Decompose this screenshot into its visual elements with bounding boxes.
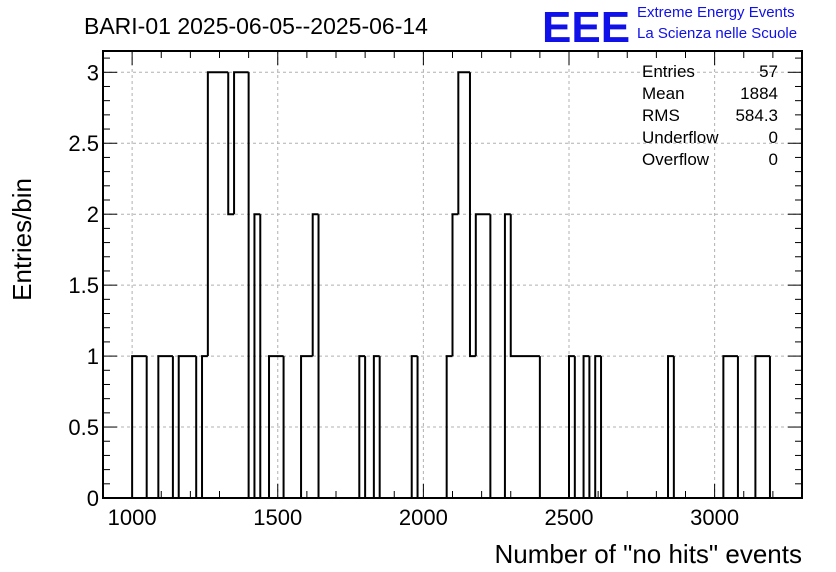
histogram-bin [474, 213, 491, 357]
x-tick-label: 2500 [545, 505, 594, 530]
histogram-bin [300, 355, 313, 498]
histogram-bin [722, 355, 738, 498]
stats-mean-label: Mean [642, 84, 685, 103]
eee-logo: EEE Extreme Energy Events La Scienza nel… [542, 3, 797, 52]
histogram-bin [177, 355, 197, 498]
stats-rms-value: 584.3 [735, 106, 778, 125]
y-tick-label: 3 [87, 60, 99, 85]
stats-underflow-label: Underflow [642, 128, 719, 147]
histogram-bin [372, 355, 380, 498]
logo-line-1: Extreme Energy Events [637, 4, 795, 21]
stats-entries-label: Entries [642, 62, 695, 81]
histogram-bin [311, 213, 319, 357]
histogram-bin [582, 355, 590, 498]
stats-underflow-value: 0 [769, 128, 778, 147]
chart-title: BARI-01 2025-06-05--2025-06-14 [84, 13, 428, 39]
histogram-bin [489, 214, 505, 499]
stats-rms-label: RMS [642, 106, 680, 125]
histogram-bin [445, 355, 453, 498]
stats-box: Entries 57 Mean 1884 RMS 584.3 Underflow… [642, 62, 778, 169]
histogram-bin [568, 355, 575, 498]
histogram-bin [594, 355, 602, 498]
histogram-bin [201, 355, 208, 498]
y-tick-label: 1 [87, 344, 99, 369]
y-tick-label: 2 [87, 202, 99, 227]
axes: 1000 1500 2000 2500 3000 0 0.5 1 1.5 2 2.5 3 [68, 51, 803, 530]
logo-line-2: La Scienza nelle Scuole [637, 25, 797, 42]
histogram-bin [268, 355, 284, 498]
stats-mean-value: 1884 [740, 84, 778, 103]
plot-frame [102, 50, 803, 499]
histogram-bin [457, 71, 470, 215]
x-tick-label: 2000 [399, 505, 448, 530]
y-tick-label: 0.5 [68, 415, 99, 440]
histogram-bin [233, 71, 249, 215]
histogram-bin [754, 355, 770, 498]
x-tick-label: 3000 [690, 505, 739, 530]
x-tick-label: 1500 [253, 505, 302, 530]
y-tick-label: 2.5 [68, 131, 99, 156]
y-tick-label: 1.5 [68, 273, 99, 298]
histogram-bin [206, 71, 229, 357]
histogram-bin [503, 213, 511, 498]
histogram-bin [282, 356, 302, 499]
histogram-bin [227, 72, 235, 216]
stats-overflow-value: 0 [769, 150, 778, 169]
x-tick-label: 1000 [108, 505, 157, 530]
histogram-bin [378, 356, 412, 499]
histogram-bin [509, 214, 540, 358]
stats-overflow-label: Overflow [642, 150, 710, 169]
histogram-bin [451, 213, 459, 357]
stats-entries-value: 57 [759, 62, 778, 81]
histogram-bin [468, 72, 476, 358]
y-axis-title: Entries/bin [7, 178, 37, 301]
x-axis-title: Number of "no hits" events [495, 539, 803, 569]
histogram-bin [358, 355, 366, 498]
logo-mark: EEE [542, 3, 630, 52]
histogram-bin [253, 213, 261, 498]
y-tick-label: 0 [87, 486, 99, 511]
histogram-bin [157, 355, 173, 498]
histogram-bin [131, 355, 147, 498]
histogram-bin [410, 355, 418, 498]
histogram-bin [667, 355, 674, 498]
